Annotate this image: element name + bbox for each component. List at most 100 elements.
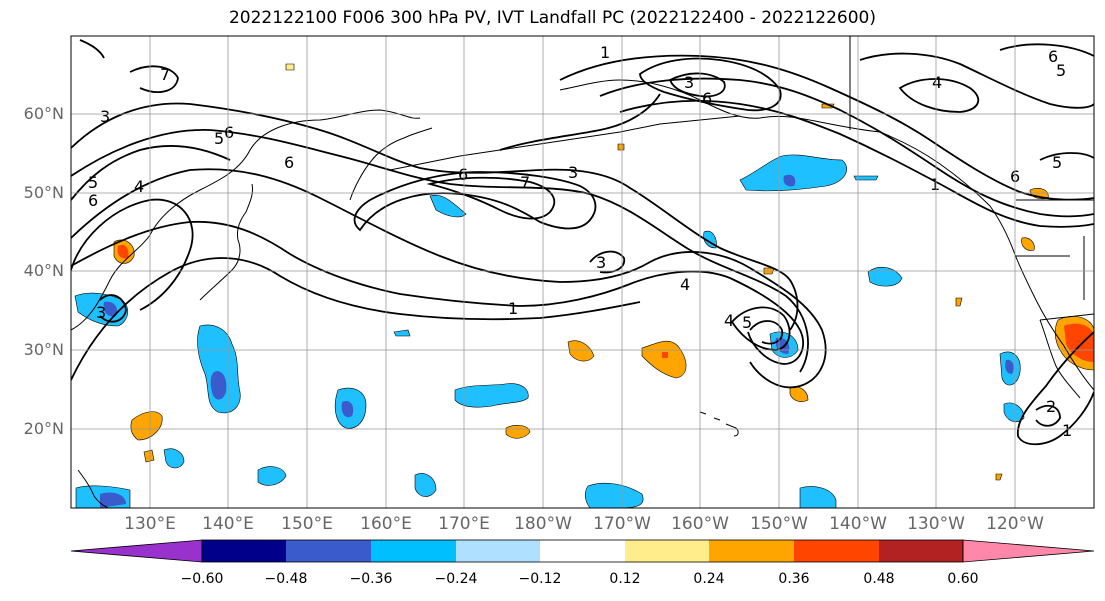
fill-orange-patch	[567, 340, 595, 362]
fill-blue-patch	[163, 448, 185, 469]
coastline-baja	[1039, 319, 1081, 399]
pv-contour	[426, 176, 556, 220]
contour-label: 3	[596, 253, 606, 272]
lat-label: 40°N	[23, 261, 64, 280]
contour-label: 6	[88, 191, 98, 210]
contour-label: 5	[88, 173, 98, 192]
fill-blue-patch	[867, 266, 903, 287]
contour-label: 5	[1052, 153, 1062, 172]
pv-contour	[619, 99, 1094, 228]
graticule	[71, 36, 1094, 508]
pv-contour	[999, 43, 1094, 57]
lon-label: 180°W	[514, 514, 572, 534]
colorbar-segment	[540, 540, 625, 562]
pv-contour	[1017, 331, 1094, 446]
fill-orange-patch	[130, 411, 163, 441]
colorbar-tick-label: 0.48	[863, 571, 895, 587]
coastlines	[71, 36, 1094, 508]
pv-contour	[71, 220, 805, 365]
fill-orange-patch	[641, 340, 687, 379]
lat-label: 60°N	[23, 104, 64, 123]
coastline-kamchatka	[349, 127, 433, 201]
hawaii-islands	[699, 411, 739, 437]
colorbar-segment	[286, 540, 371, 562]
fill-blue-dark-patch	[210, 371, 227, 400]
colorbar-segment	[625, 540, 709, 562]
contour-label: 3	[684, 73, 694, 92]
fill-blue-patch	[584, 482, 644, 508]
contour-label: 7	[160, 65, 170, 84]
contour-label: 1	[930, 175, 940, 194]
contour-label: 4	[724, 311, 734, 330]
pv-contour	[71, 129, 809, 373]
lat-label: 20°N	[23, 419, 64, 438]
pv-contour	[599, 77, 1094, 218]
contour-label: 5	[1056, 61, 1066, 80]
contour-label: 1	[508, 299, 518, 318]
lon-label: 140°W	[829, 514, 887, 534]
contour-label: 6	[284, 153, 294, 172]
fill-blue-patch	[414, 473, 437, 497]
lat-label: 50°N	[23, 183, 64, 202]
fill-blue-patch	[739, 154, 847, 192]
pv-contour	[749, 320, 784, 345]
philippines-coast	[77, 469, 109, 508]
fill-red-patch	[117, 244, 129, 259]
coastline-na-west	[879, 131, 1094, 391]
fill-blue-patch	[429, 194, 467, 218]
pv-contour	[71, 168, 827, 389]
fill-blue-dark-patch	[783, 174, 796, 187]
pv-contour	[859, 52, 1094, 109]
pv-contour	[71, 198, 194, 311]
colorbar-segment	[202, 540, 286, 562]
fill-blue-dark-patch	[1005, 359, 1014, 374]
pv-contour	[1039, 152, 1094, 161]
pv-contour	[353, 171, 597, 232]
fill-yellow-patch	[285, 63, 295, 71]
contour-label: 4	[932, 73, 942, 92]
map-frame	[70, 35, 1095, 509]
colorbar-tick-label: 0.60	[947, 571, 979, 587]
colorbar-tick-label: −0.24	[434, 571, 478, 587]
lon-label: 120°W	[986, 514, 1044, 534]
fill-blue-light-patch	[393, 329, 411, 337]
coastline-alaska	[559, 79, 881, 133]
contour-label: 4	[134, 177, 144, 196]
lon-label: 170°W	[593, 514, 651, 534]
contour-label: 3	[568, 163, 578, 182]
lat-label: 30°N	[23, 340, 64, 359]
contour-label: 6	[458, 165, 468, 184]
fill-orange-patch	[143, 449, 155, 463]
colorbar-segment	[371, 540, 456, 562]
colorbar-tick-label: 0.12	[609, 571, 641, 587]
fill-red-patch	[662, 352, 668, 358]
contour-label: 3	[100, 107, 110, 126]
colorbar-segment	[879, 540, 963, 562]
pv-contour	[559, 54, 1094, 201]
fill-orange-patch	[789, 386, 809, 402]
pv-contour	[71, 102, 799, 331]
pv-contour	[898, 78, 980, 113]
fill-blue-patch	[454, 383, 529, 408]
lon-label: 150°E	[281, 514, 333, 534]
contour-label: 1	[600, 43, 610, 62]
fill-blue-patch	[197, 324, 241, 414]
pv-contour	[129, 65, 179, 93]
pv-contour	[668, 72, 726, 98]
map-content: 3 5 6 4 7 5 6 6 6 7 3 3 4 1 4 5 3 1 3 6 …	[71, 36, 1094, 508]
fill-orange-patch	[1021, 237, 1035, 251]
fill-red-patch	[1064, 323, 1094, 362]
pv-contour	[71, 257, 641, 381]
pv-contour	[99, 294, 127, 323]
aleutian-chain	[389, 115, 741, 171]
fill-blue-patch	[853, 175, 879, 181]
colorbar-frame	[201, 539, 964, 563]
lon-label: 140°E	[202, 514, 254, 534]
contour-label: 5	[214, 129, 224, 148]
lon-label: 160°E	[360, 514, 412, 534]
fill-blue-dark-patch	[103, 301, 118, 317]
fill-orange-patch	[955, 297, 963, 307]
fill-blue-patch	[74, 292, 129, 327]
colorbar	[70, 539, 1095, 563]
